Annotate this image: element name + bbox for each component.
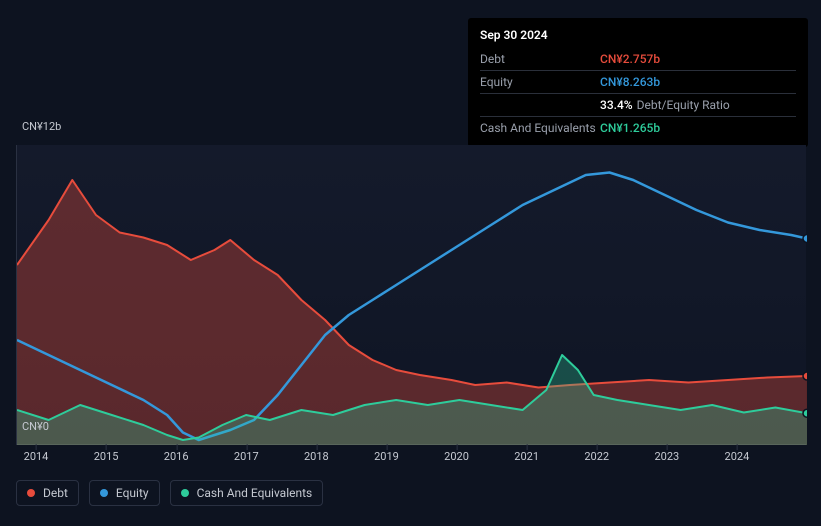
tooltip-date: Sep 30 2024 (480, 26, 796, 44)
tooltip-row: 33.4%Debt/Equity Ratio (480, 94, 796, 117)
series-endpoint-debt (803, 372, 807, 380)
tooltip-row: Cash And EquivalentsCN¥1.265b (480, 117, 796, 139)
tooltip-metric-label: Cash And Equivalents (480, 119, 600, 137)
y-axis-label-top: CN¥12b (22, 120, 61, 133)
x-axis-tick-label: 2020 (444, 450, 469, 463)
y-axis-label-bottom: CN¥0 (22, 420, 49, 433)
tooltip-row: DebtCN¥2.757b (480, 48, 796, 71)
legend-item-cash-and-equivalents[interactable]: Cash And Equivalents (170, 480, 324, 506)
x-axis-tick-label: 2019 (374, 450, 399, 463)
tooltip-metric-label: Equity (480, 73, 600, 91)
series-endpoint-cash-and-equivalents (803, 409, 807, 417)
tooltip-row: EquityCN¥8.263b (480, 71, 796, 94)
tooltip-metric-value: CN¥2.757b (600, 50, 660, 68)
x-axis: 2014 2015 2016 2017 2018 2019 2020 2021 2022 2023… (16, 450, 806, 470)
x-axis-tick-label: 2015 (94, 450, 119, 463)
chart-tooltip: Sep 30 2024 DebtCN¥2.757bEquityCN¥8.263b… (468, 18, 808, 147)
legend-label: Equity (116, 486, 149, 500)
x-axis-tick-label: 2017 (234, 450, 259, 463)
tooltip-metric-suffix: Debt/Equity Ratio (637, 96, 730, 114)
x-axis-tick-label: 2018 (304, 450, 329, 463)
legend-item-equity[interactable]: Equity (89, 480, 160, 506)
tooltip-metric-value: CN¥8.263b (600, 73, 660, 91)
x-axis-tick-label: 2014 (24, 450, 49, 463)
x-axis-tick-label: 2022 (584, 450, 609, 463)
x-axis-tick-label: 2021 (514, 450, 539, 463)
chart-svg (17, 145, 807, 445)
chart-legend: Debt Equity Cash And Equivalents (16, 480, 323, 506)
x-axis-tick-label: 2016 (164, 450, 189, 463)
legend-item-debt[interactable]: Debt (16, 480, 79, 506)
x-axis-tick-label: 2023 (654, 450, 679, 463)
tooltip-metric-label: Debt (480, 50, 600, 68)
tooltip-metric-value: CN¥1.265b (600, 119, 660, 137)
chart-plot-area (16, 145, 806, 445)
legend-label: Cash And Equivalents (197, 486, 313, 500)
legend-dot-icon (181, 489, 189, 497)
legend-label: Debt (43, 486, 68, 500)
legend-dot-icon (27, 489, 35, 497)
tooltip-metric-label (480, 96, 600, 114)
series-endpoint-equity (803, 235, 807, 243)
legend-dot-icon (100, 489, 108, 497)
x-axis-tick-label: 2024 (725, 450, 750, 463)
tooltip-metric-value: 33.4% (600, 96, 633, 114)
